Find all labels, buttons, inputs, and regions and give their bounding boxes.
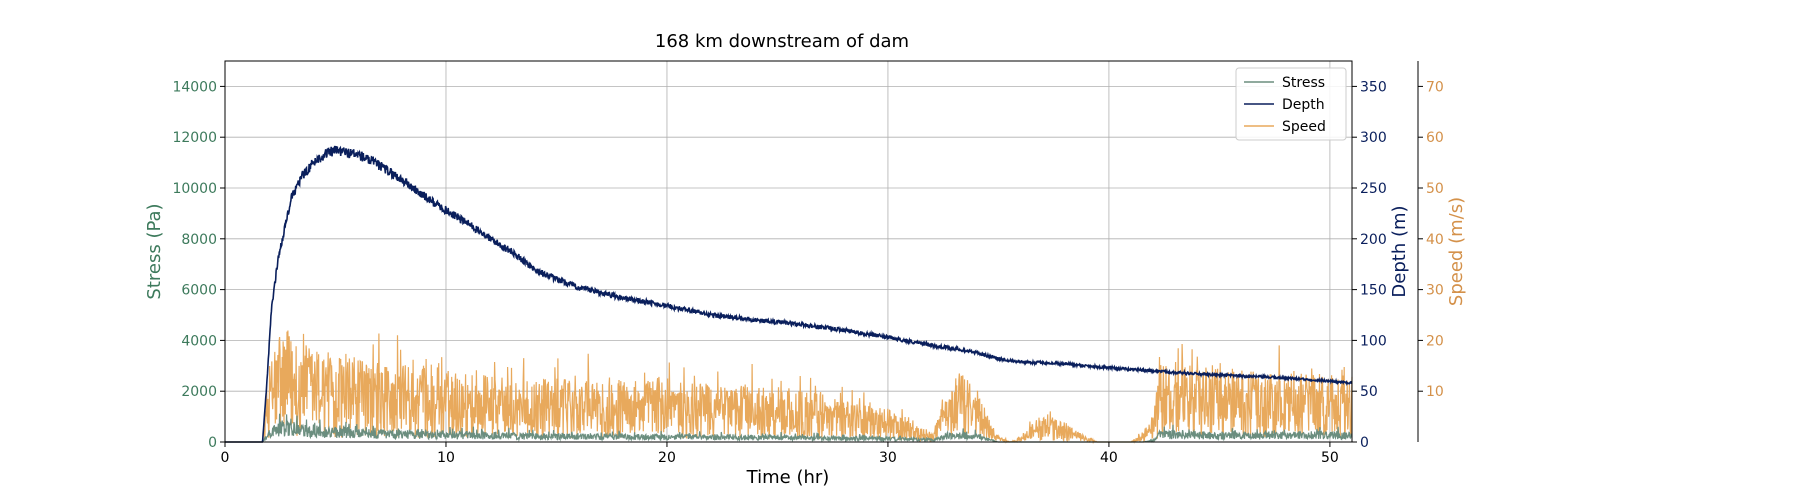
stress-tick-label: 4000 bbox=[181, 333, 217, 349]
x-tick-label: 20 bbox=[658, 450, 676, 466]
depth-tick-label: 50 bbox=[1360, 384, 1378, 400]
x-axis-label: Time (hr) bbox=[746, 467, 830, 488]
legend: Stress Depth Speed bbox=[1235, 67, 1347, 141]
stress-tick-label: 6000 bbox=[181, 283, 217, 299]
stress-tick-label: 2000 bbox=[181, 384, 217, 400]
x-tick-label: 10 bbox=[437, 450, 455, 466]
series-line-depth bbox=[225, 145, 1353, 443]
series-line-stress bbox=[225, 413, 1353, 444]
speed-axis-label: Speed (m/s) bbox=[1446, 197, 1467, 306]
speed-tick-label: 40 bbox=[1426, 232, 1444, 248]
stress-tick-label: 10000 bbox=[172, 181, 217, 197]
x-tick-label: 30 bbox=[879, 450, 897, 466]
x-axis: 0 10 20 30 40 50 bbox=[221, 442, 1339, 466]
series-line-speed bbox=[225, 330, 1353, 445]
depth-axis-label: Depth (m) bbox=[1389, 205, 1410, 297]
stress-tick-label: 8000 bbox=[181, 232, 217, 248]
chart-title: 168 km downstream of dam bbox=[655, 31, 909, 52]
speed-tick-label: 20 bbox=[1426, 333, 1444, 349]
plot-frame bbox=[224, 60, 1353, 443]
depth-tick-label: 350 bbox=[1360, 79, 1387, 95]
depth-tick-label: 150 bbox=[1360, 283, 1387, 299]
stress-tick-label: 12000 bbox=[172, 130, 217, 146]
depth-tick-label: 100 bbox=[1360, 333, 1387, 349]
speed-tick-label: 60 bbox=[1426, 130, 1444, 146]
stress-axis-label: Stress (Pa) bbox=[144, 203, 165, 299]
legend-label-depth: Depth bbox=[1282, 97, 1325, 113]
x-tick-label: 40 bbox=[1100, 450, 1118, 466]
depth-tick-label: 250 bbox=[1360, 181, 1387, 197]
series-layer bbox=[225, 145, 1353, 445]
speed-tick-label: 70 bbox=[1426, 79, 1444, 95]
speed-tick-label: 10 bbox=[1426, 384, 1444, 400]
legend-box bbox=[1235, 67, 1347, 141]
speed-axis: 10 20 30 40 50 60 70 bbox=[1417, 61, 1444, 442]
legend-label-stress: Stress bbox=[1282, 75, 1325, 91]
stress-tick-label: 14000 bbox=[172, 79, 217, 95]
depth-tick-label: 0 bbox=[1360, 435, 1369, 451]
speed-tick-label: 30 bbox=[1426, 283, 1444, 299]
speed-tick-label: 50 bbox=[1426, 181, 1444, 197]
stress-tick-label: 0 bbox=[208, 435, 217, 451]
legend-label-speed: Speed bbox=[1282, 119, 1326, 135]
x-tick-label: 0 bbox=[221, 450, 230, 466]
depth-tick-label: 200 bbox=[1360, 232, 1387, 248]
x-tick-label: 50 bbox=[1321, 450, 1339, 466]
stress-axis: 0 2000 4000 6000 8000 10000 12000 14000 bbox=[172, 79, 225, 451]
depth-axis: 0 50 100 150 200 250 300 350 bbox=[1352, 79, 1387, 451]
depth-tick-label: 300 bbox=[1360, 130, 1387, 146]
